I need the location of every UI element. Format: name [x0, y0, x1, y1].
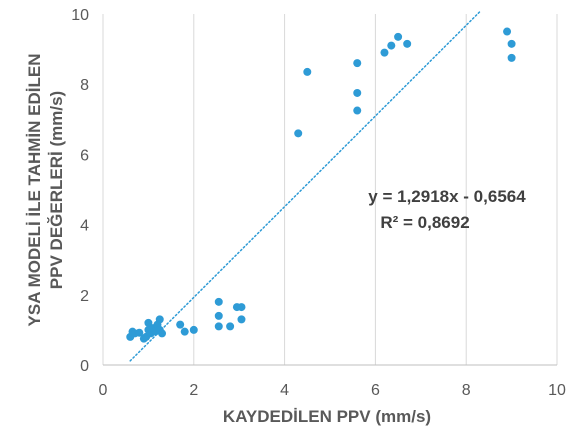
data-point [353, 106, 362, 115]
x-tick-label: 10 [548, 382, 566, 399]
data-point [144, 318, 153, 327]
x-tick-label: 4 [280, 382, 289, 399]
y-tick-label: 6 [80, 147, 89, 164]
y-tick-label: 8 [80, 77, 89, 94]
data-point [303, 67, 312, 76]
y-tick-label: 2 [80, 288, 89, 305]
data-point [394, 32, 403, 41]
x-tick-labels: 0 2 4 6 8 10 [99, 382, 566, 399]
x-tick-label: 6 [371, 382, 380, 399]
data-point [353, 59, 362, 68]
data-point [403, 39, 412, 48]
data-point [503, 27, 512, 36]
data-point [237, 315, 246, 324]
data-point [158, 329, 167, 338]
y-axis-title-line-2: PPV DEĞERLERİ (mm/s) [47, 91, 66, 289]
data-point [507, 53, 516, 62]
data-point [380, 48, 389, 57]
data-point [135, 328, 144, 337]
data-point [180, 327, 189, 336]
y-tick-label: 10 [71, 7, 89, 24]
data-point [507, 39, 516, 48]
data-point [237, 303, 246, 312]
data-point [387, 41, 396, 50]
y-axis-title-line-1: YSA MODELİ İLE TAHMİN EDİLEN [25, 54, 44, 327]
data-point [214, 297, 223, 306]
data-point [353, 88, 362, 97]
x-axis-title: KAYDEDİLEN PPV (mm/s) [223, 407, 431, 426]
data-point [294, 129, 303, 138]
x-tick-label: 2 [189, 382, 198, 399]
data-point [155, 315, 164, 324]
data-point [189, 325, 198, 334]
y-tick-label: 0 [80, 358, 89, 375]
data-point [176, 320, 185, 329]
y-tick-labels: 0 2 4 6 8 10 [71, 7, 89, 375]
gridlines [102, 14, 558, 365]
data-point [214, 311, 223, 320]
x-tick-label: 8 [462, 382, 471, 399]
data-points [126, 27, 516, 343]
trendline [129, 10, 481, 362]
data-point [214, 322, 223, 331]
trendline-equation: y = 1,2918x - 0,6564 [368, 187, 526, 206]
data-point [226, 322, 235, 331]
r-squared-label: R² = 0,8692 [380, 213, 469, 232]
x-tick-label: 0 [99, 382, 108, 399]
trendline-group [129, 10, 481, 362]
y-tick-label: 4 [80, 218, 89, 235]
